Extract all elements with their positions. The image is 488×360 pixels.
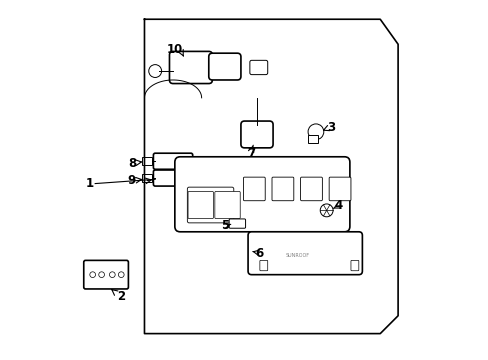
- Text: 6: 6: [255, 247, 264, 260]
- FancyBboxPatch shape: [83, 260, 128, 289]
- Text: 3: 3: [326, 121, 334, 134]
- FancyBboxPatch shape: [175, 157, 349, 232]
- FancyBboxPatch shape: [241, 121, 272, 148]
- FancyBboxPatch shape: [300, 177, 322, 201]
- Text: 5: 5: [220, 219, 228, 232]
- FancyBboxPatch shape: [247, 232, 362, 275]
- FancyBboxPatch shape: [187, 187, 233, 223]
- Text: SUNROOF: SUNROOF: [285, 252, 309, 257]
- FancyBboxPatch shape: [271, 177, 293, 201]
- Text: 7: 7: [246, 147, 254, 160]
- FancyBboxPatch shape: [259, 260, 267, 271]
- FancyBboxPatch shape: [214, 192, 240, 219]
- Text: 10: 10: [166, 43, 183, 56]
- FancyBboxPatch shape: [307, 135, 318, 143]
- Text: 1: 1: [86, 177, 94, 190]
- FancyBboxPatch shape: [229, 219, 245, 228]
- FancyBboxPatch shape: [249, 60, 267, 75]
- FancyBboxPatch shape: [188, 192, 213, 219]
- FancyBboxPatch shape: [153, 153, 192, 169]
- FancyBboxPatch shape: [153, 170, 192, 186]
- Text: 4: 4: [333, 199, 342, 212]
- FancyBboxPatch shape: [208, 53, 241, 80]
- FancyBboxPatch shape: [350, 260, 358, 271]
- Text: 2: 2: [117, 289, 125, 303]
- FancyBboxPatch shape: [328, 177, 350, 201]
- FancyBboxPatch shape: [243, 177, 264, 201]
- Text: 9: 9: [127, 174, 136, 187]
- FancyBboxPatch shape: [142, 174, 152, 182]
- FancyBboxPatch shape: [142, 157, 152, 165]
- Text: 8: 8: [127, 157, 136, 170]
- FancyBboxPatch shape: [169, 51, 212, 84]
